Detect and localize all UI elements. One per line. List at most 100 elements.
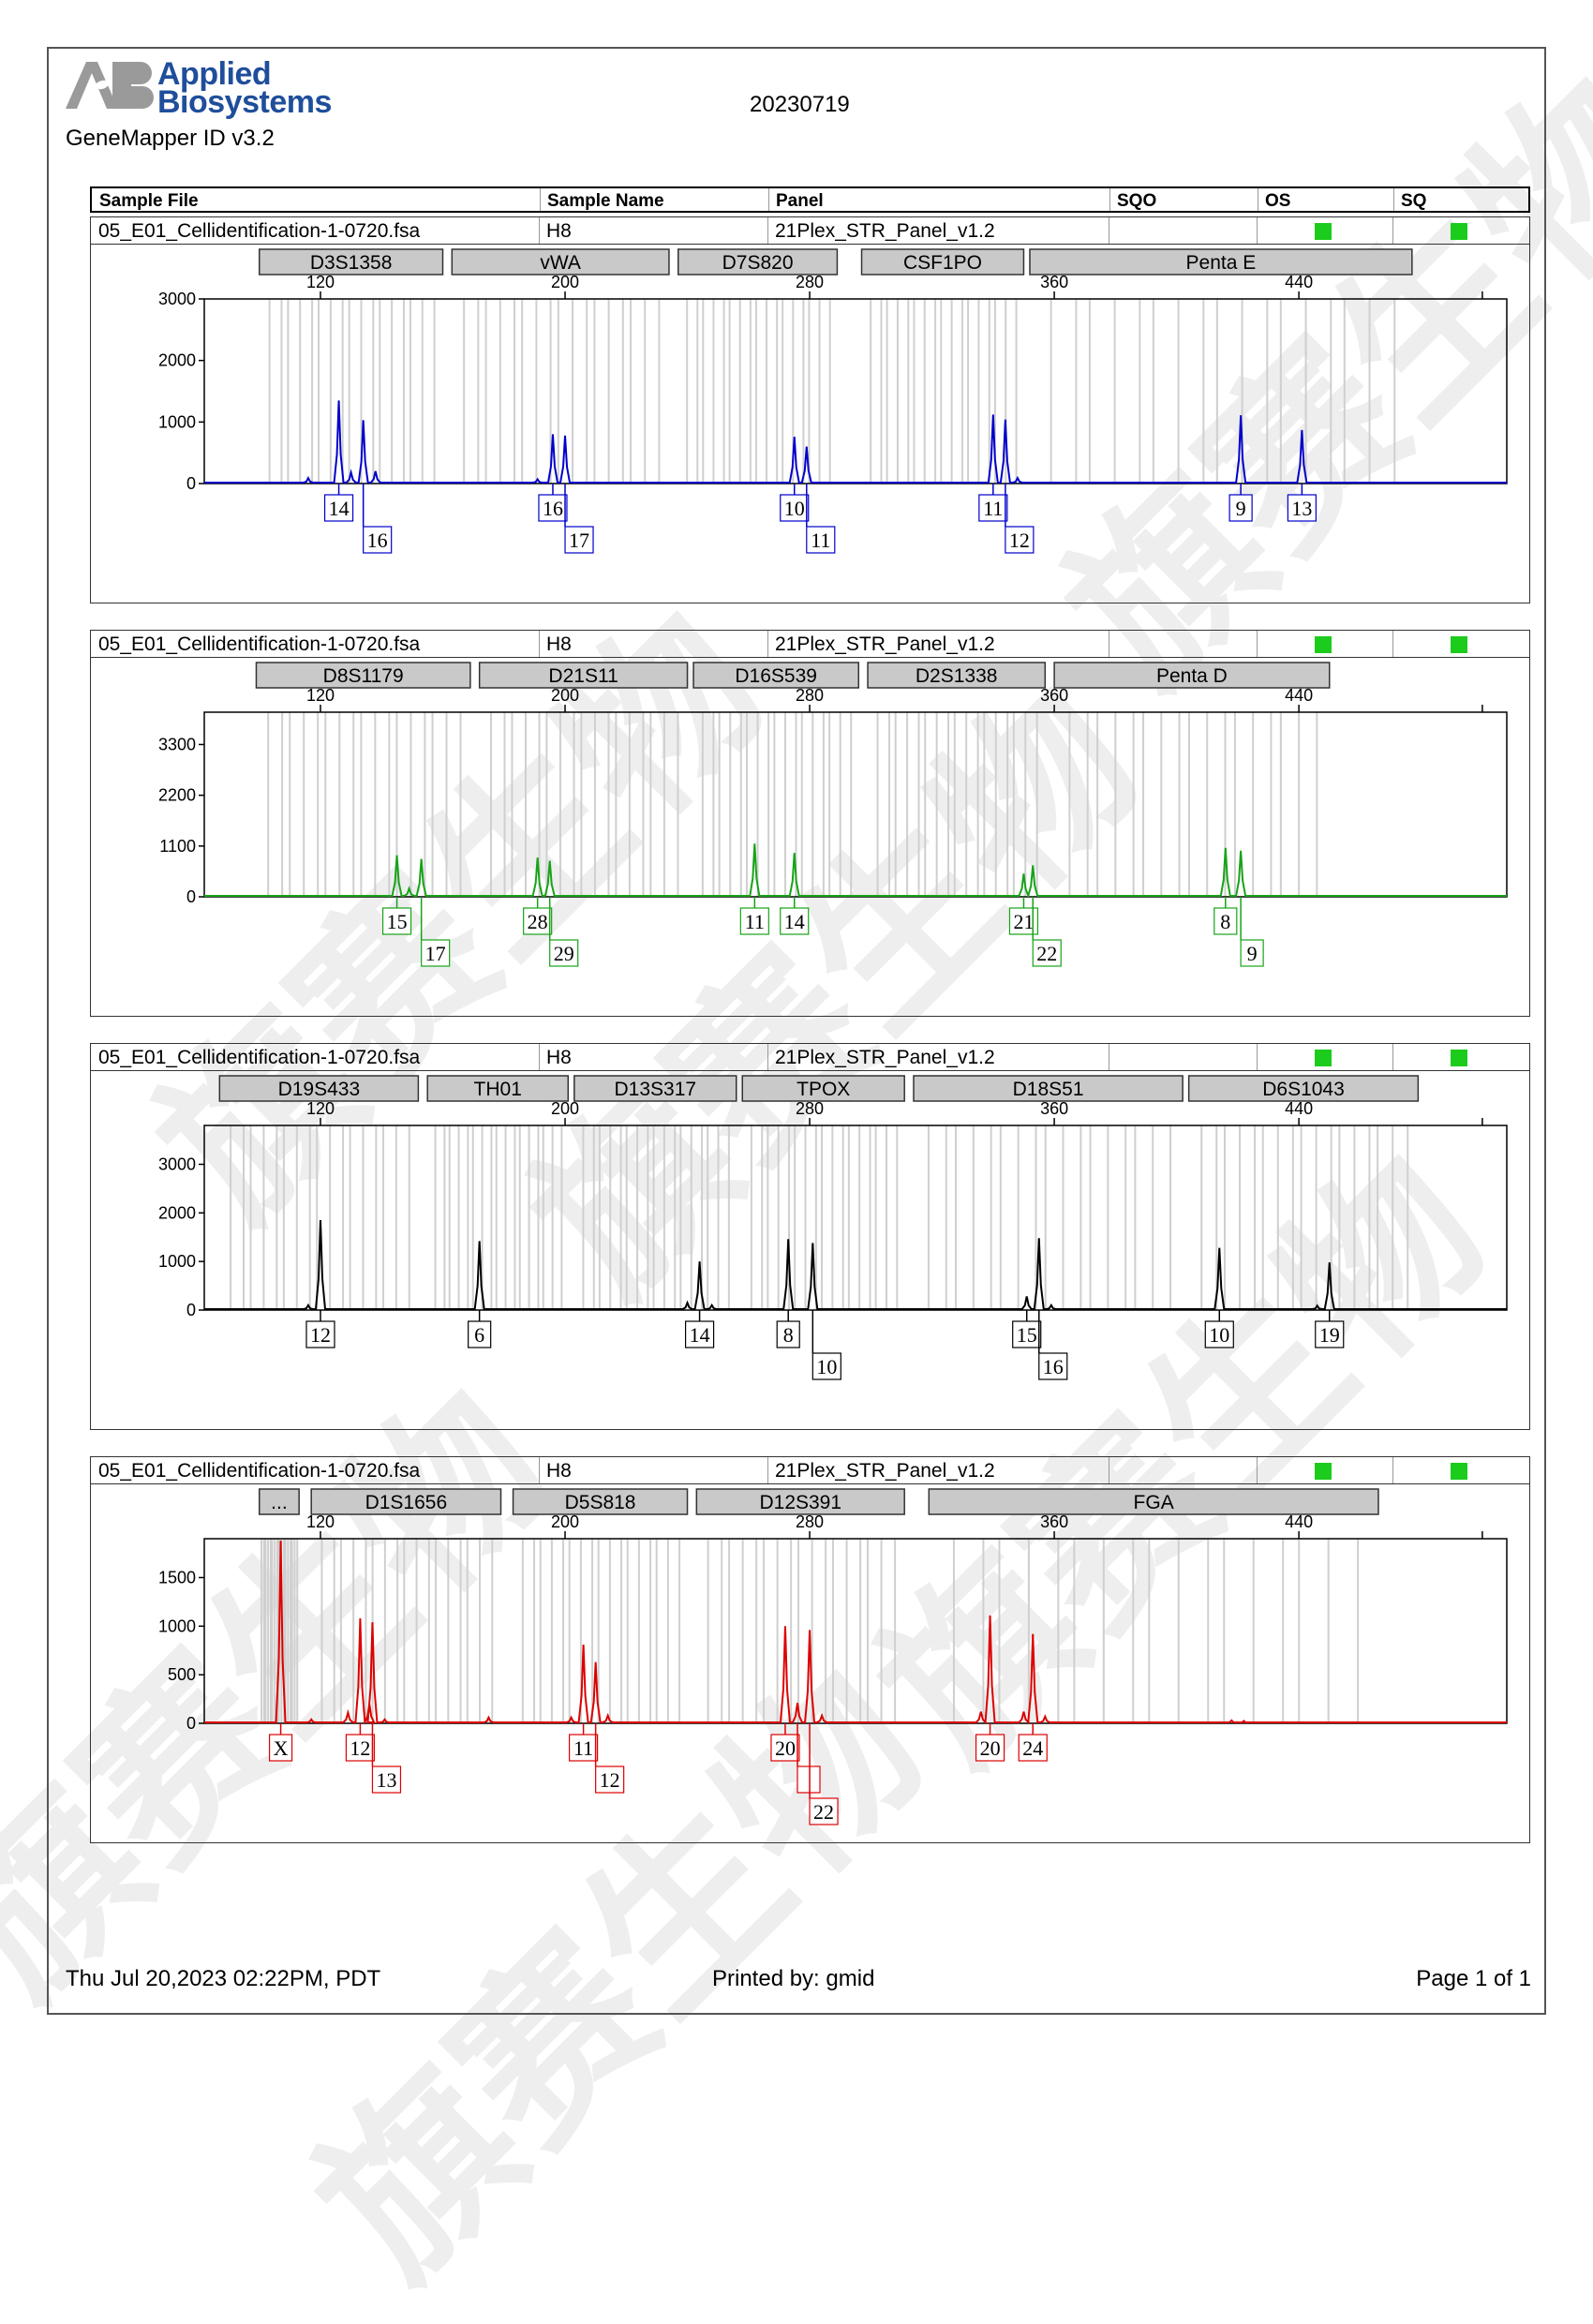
locus-label: D6S1043	[1262, 1079, 1345, 1100]
run-date: 20230719	[750, 92, 850, 118]
allele-label: 11	[573, 1736, 593, 1760]
locus-label: D8S1179	[323, 665, 404, 687]
sample-name: H8	[546, 1047, 572, 1069]
sample-file: 05_E01_Cellidentification-1-0720.fsa	[98, 1460, 420, 1482]
signal-trace	[204, 843, 1507, 896]
printed-at: Thu Jul 20,2023 02:22PM, PDT	[66, 1966, 380, 1992]
locus-label: CSF1PO	[903, 252, 982, 274]
allele-label: 14	[784, 910, 805, 933]
sample-file: 05_E01_Cellidentification-1-0720.fsa	[98, 633, 420, 656]
allele-label: 17	[425, 942, 446, 965]
allele-label: 13	[1291, 497, 1312, 520]
allele-label: 9	[1247, 942, 1258, 965]
signal-trace	[204, 1220, 1507, 1309]
locus-label: FGA	[1134, 1492, 1174, 1513]
x-tick-label: 120	[306, 686, 335, 705]
signal-trace	[204, 400, 1507, 483]
allele-label: 10	[1209, 1323, 1229, 1347]
locus-label: vWA	[540, 252, 581, 274]
y-tick-label: 1500	[158, 1568, 196, 1587]
x-tick-label: 200	[551, 686, 579, 705]
sample-table-header: Sample File Sample Name Panel SQO OS SQ	[90, 186, 1530, 213]
allele-label: 20	[980, 1736, 1001, 1760]
allele-label: 15	[387, 910, 408, 933]
signal-trace	[204, 1541, 1507, 1722]
os-status-square	[1315, 223, 1332, 240]
allele-label: X	[274, 1736, 289, 1760]
os-status-square	[1315, 1463, 1332, 1480]
y-tick-label: 2200	[158, 786, 196, 805]
x-tick-label: 120	[306, 273, 335, 291]
allele-label: 8	[783, 1323, 794, 1347]
allele-label: 12	[350, 1736, 370, 1760]
sq-status-square	[1451, 1463, 1467, 1480]
allele-label: 12	[600, 1768, 620, 1792]
allele-label: 10	[816, 1355, 837, 1378]
col-sample-name: Sample Name	[547, 191, 664, 212]
x-tick-label: 280	[796, 1512, 824, 1531]
allele-bins	[270, 299, 1395, 484]
x-tick-label: 440	[1285, 1099, 1313, 1118]
x-tick-label: 200	[551, 273, 579, 291]
allele-box	[797, 1766, 820, 1793]
locus-label: D19S433	[278, 1079, 361, 1100]
allele-label: 16	[367, 529, 388, 552]
panel-name: 21Plex_STR_Panel_v1.2	[775, 1460, 995, 1482]
allele-bins	[231, 1125, 1407, 1310]
electropherogram-panel: 05_E01_Cellidentification-1-0720.fsa H8 21…	[90, 1043, 1530, 1430]
allele-label: 20	[775, 1736, 796, 1760]
x-tick-label: 120	[306, 1099, 335, 1118]
plot-frame	[204, 1125, 1507, 1310]
y-tick-label: 0	[186, 1714, 196, 1733]
y-tick-label: 0	[186, 887, 196, 906]
panel-name: 21Plex_STR_Panel_v1.2	[775, 1047, 995, 1069]
allele-label: 11	[811, 529, 830, 552]
y-tick-label: 2000	[158, 351, 196, 370]
locus-label: TH01	[474, 1079, 522, 1100]
sample-file: 05_E01_Cellidentification-1-0720.fsa	[98, 1047, 420, 1069]
logo-text: Applied Biosystems	[157, 60, 332, 116]
allele-label: 14	[329, 497, 350, 520]
allele-label: 11	[983, 497, 1003, 520]
sq-status-square	[1451, 223, 1467, 240]
allele-label: 16	[1043, 1355, 1064, 1378]
locus-label: ...	[271, 1492, 288, 1513]
locus-label: D16S539	[735, 665, 817, 687]
sample-name: H8	[546, 220, 572, 243]
y-tick-label: 3300	[158, 735, 196, 753]
y-tick-label: 0	[186, 1301, 196, 1319]
sample-row: 05_E01_Cellidentification-1-0720.fsa H8 21…	[91, 1044, 1529, 1071]
allele-label: 10	[784, 497, 805, 520]
x-tick-label: 360	[1040, 1512, 1068, 1531]
x-tick-label: 360	[1040, 1099, 1068, 1118]
os-status-square	[1315, 636, 1332, 653]
x-tick-label: 280	[796, 273, 824, 291]
locus-label: D2S1338	[916, 665, 998, 687]
allele-label: 14	[690, 1323, 710, 1347]
locus-label: D13S317	[614, 1079, 696, 1100]
col-sq: SQ	[1401, 191, 1426, 212]
locus-label: Penta E	[1186, 252, 1257, 274]
page-number: Page 1 of 1	[1416, 1966, 1531, 1992]
locus-label: D1S1656	[365, 1492, 448, 1513]
allele-label: 12	[310, 1323, 331, 1347]
allele-label: 15	[1017, 1323, 1037, 1347]
allele-label: 6	[474, 1323, 484, 1347]
allele-label: 8	[1220, 910, 1230, 933]
y-tick-label: 1000	[158, 1252, 196, 1271]
allele-label: 16	[543, 497, 563, 520]
y-tick-label: 3000	[158, 1155, 196, 1173]
x-tick-label: 440	[1285, 273, 1313, 291]
allele-label: 22	[813, 1800, 834, 1824]
locus-label: D12S391	[759, 1492, 841, 1513]
x-tick-label: 280	[796, 686, 824, 705]
x-tick-label: 440	[1285, 1512, 1313, 1531]
locus-label: Penta D	[1156, 665, 1228, 687]
